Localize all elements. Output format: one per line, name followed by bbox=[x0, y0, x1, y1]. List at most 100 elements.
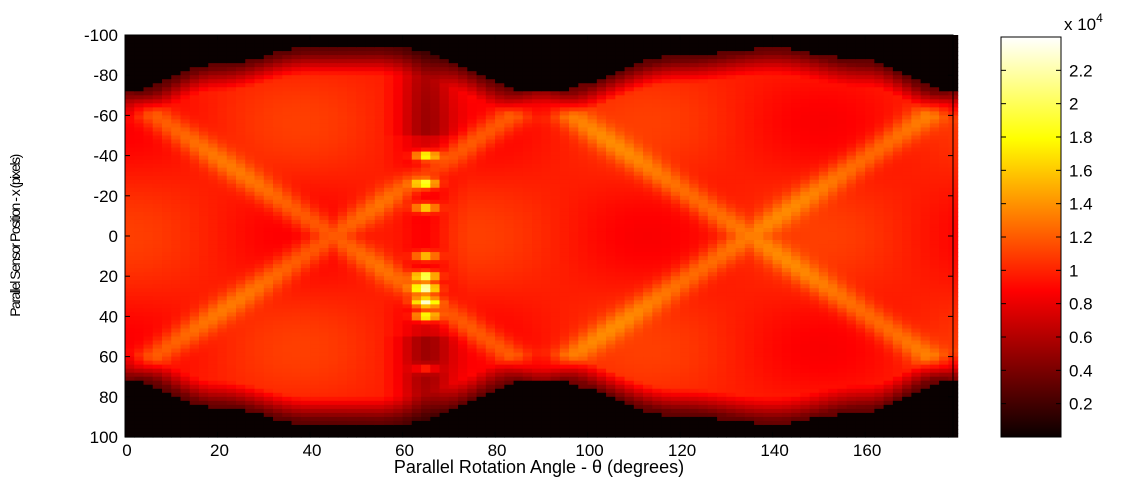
heatmap-cell bbox=[393, 131, 404, 137]
heatmap-cell bbox=[578, 203, 589, 209]
heatmap-cell bbox=[208, 191, 219, 197]
heatmap-cell bbox=[541, 376, 552, 382]
heatmap-cell bbox=[476, 240, 487, 245]
heatmap-cell bbox=[448, 332, 459, 338]
heatmap-cell bbox=[467, 304, 478, 309]
heatmap-cell bbox=[245, 127, 256, 133]
heatmap-cell bbox=[458, 91, 468, 96]
heatmap-cell bbox=[402, 352, 413, 358]
heatmap-cell bbox=[245, 336, 256, 342]
heatmap-cell bbox=[236, 420, 246, 426]
heatmap-cell bbox=[328, 75, 339, 80]
heatmap-cell bbox=[421, 223, 431, 229]
heatmap-cell bbox=[559, 159, 570, 165]
heatmap-cell bbox=[513, 288, 524, 293]
heatmap-cell bbox=[550, 163, 561, 169]
heatmap-cell bbox=[384, 244, 394, 249]
heatmap-cell bbox=[485, 428, 496, 434]
heatmap-cell bbox=[199, 47, 209, 52]
heatmap-cell bbox=[236, 79, 246, 84]
heatmap-cell bbox=[467, 364, 478, 370]
heatmap-cell bbox=[356, 388, 367, 394]
heatmap-cell bbox=[134, 231, 145, 237]
heatmap-cell bbox=[125, 368, 135, 374]
heatmap-cell bbox=[467, 79, 478, 84]
heatmap-cell bbox=[439, 404, 450, 410]
heatmap-cell bbox=[300, 99, 311, 104]
heatmap-cell bbox=[559, 364, 570, 370]
heatmap-cell bbox=[254, 231, 265, 237]
heatmap-cell bbox=[522, 151, 533, 157]
heatmap-cell bbox=[411, 304, 422, 309]
heatmap-cell bbox=[143, 55, 154, 60]
heatmap-cell bbox=[569, 215, 579, 221]
heatmap-cell bbox=[162, 163, 172, 169]
heatmap-cell bbox=[134, 296, 145, 301]
heatmap-cell bbox=[162, 95, 172, 100]
heatmap-cell bbox=[513, 400, 524, 406]
heatmap-cell bbox=[143, 59, 154, 64]
heatmap-cell bbox=[448, 316, 459, 322]
heatmap-cell bbox=[291, 231, 302, 237]
heatmap-cell bbox=[439, 364, 450, 370]
heatmap-cell bbox=[291, 147, 302, 153]
heatmap-cell bbox=[476, 384, 487, 390]
heatmap-cell bbox=[504, 111, 515, 116]
heatmap-cell bbox=[337, 328, 348, 334]
heatmap-cell bbox=[125, 223, 135, 229]
heatmap-cell bbox=[152, 107, 163, 112]
heatmap-cell bbox=[393, 195, 404, 201]
heatmap-cell bbox=[458, 328, 468, 334]
heatmap-cell bbox=[495, 67, 505, 72]
heatmap-cell bbox=[226, 87, 237, 92]
heatmap-cell bbox=[125, 123, 135, 129]
heatmap-cell bbox=[217, 127, 228, 133]
heatmap-cell bbox=[236, 59, 246, 64]
heatmap-cell bbox=[532, 147, 542, 153]
heatmap-cell bbox=[162, 360, 172, 366]
heatmap-cell bbox=[171, 328, 182, 334]
heatmap-cell bbox=[180, 231, 191, 237]
heatmap-cell bbox=[569, 352, 579, 358]
heatmap-cell bbox=[430, 131, 441, 137]
heatmap-cell bbox=[439, 203, 450, 209]
heatmap-cell bbox=[430, 71, 441, 76]
heatmap-cell bbox=[254, 288, 265, 293]
heatmap-cell bbox=[254, 191, 265, 197]
heatmap-cell bbox=[199, 187, 209, 193]
heatmap-cell bbox=[254, 115, 265, 121]
heatmap-cell bbox=[402, 215, 413, 221]
heatmap-cell bbox=[143, 71, 154, 76]
heatmap-cell bbox=[134, 368, 145, 374]
heatmap-cell bbox=[532, 67, 542, 72]
heatmap-cell bbox=[189, 420, 200, 426]
heatmap-cell bbox=[125, 416, 135, 422]
heatmap-cell bbox=[356, 336, 367, 342]
heatmap-cell bbox=[513, 219, 524, 225]
heatmap-cell bbox=[421, 404, 431, 410]
heatmap-cell bbox=[476, 147, 487, 153]
heatmap-cell bbox=[439, 167, 450, 173]
heatmap-cell bbox=[513, 215, 524, 221]
heatmap-cell bbox=[411, 83, 422, 88]
heatmap-cell bbox=[328, 147, 339, 153]
heatmap-cell bbox=[513, 388, 524, 394]
heatmap-cell bbox=[134, 175, 145, 181]
heatmap-cell bbox=[300, 195, 311, 201]
heatmap-cell bbox=[347, 372, 357, 378]
heatmap-cell bbox=[569, 135, 579, 141]
heatmap-cell bbox=[217, 344, 228, 350]
heatmap-cell bbox=[421, 416, 431, 422]
heatmap-cell bbox=[310, 75, 320, 80]
heatmap-cell bbox=[495, 432, 505, 438]
heatmap-cell bbox=[448, 408, 459, 414]
heatmap-cell bbox=[467, 372, 478, 378]
heatmap-cell bbox=[273, 155, 283, 161]
heatmap-cell bbox=[513, 115, 524, 121]
heatmap-cell bbox=[439, 316, 450, 322]
heatmap-cell bbox=[439, 292, 450, 297]
heatmap-cell bbox=[199, 71, 209, 76]
heatmap-cell bbox=[199, 412, 209, 418]
heatmap-cell bbox=[402, 99, 413, 104]
heatmap-cell bbox=[236, 159, 246, 165]
